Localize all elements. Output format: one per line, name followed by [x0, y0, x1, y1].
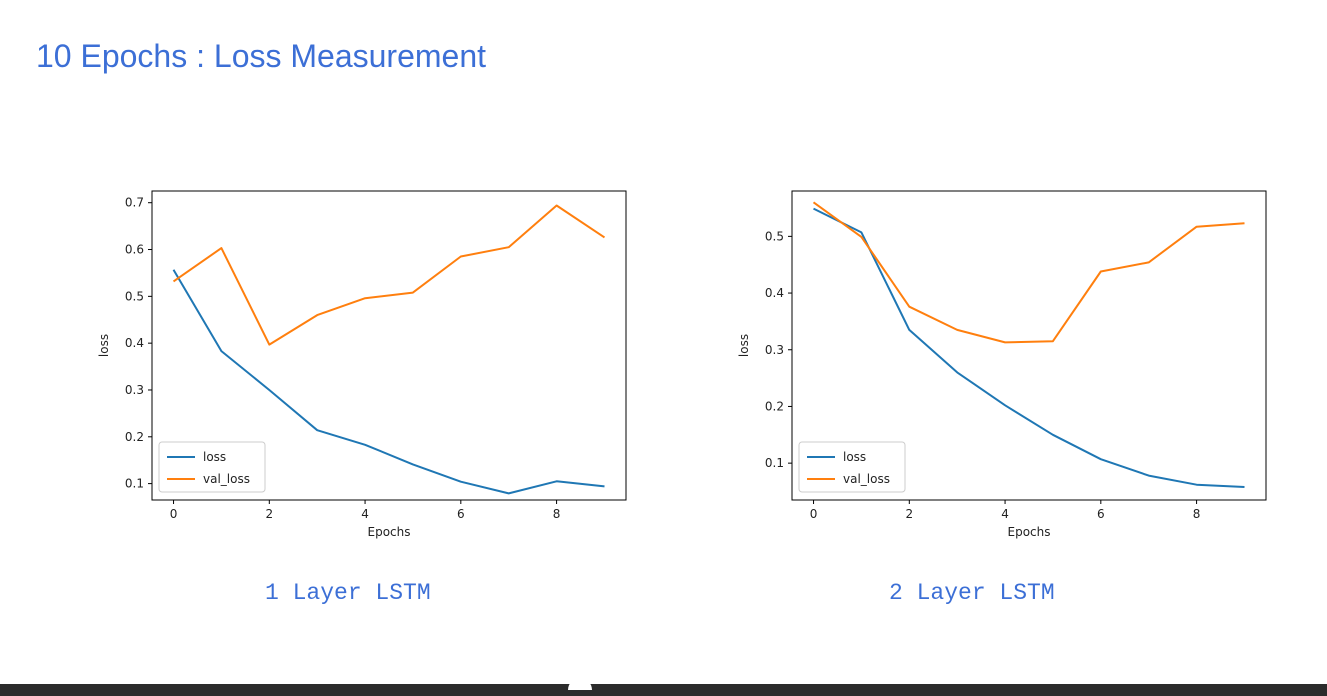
plot-frame	[151, 190, 627, 501]
y-tick-label: 0.1	[765, 456, 784, 470]
y-tick-label: 0.2	[765, 399, 784, 413]
y-tick-label: 0.5	[125, 289, 144, 303]
legend-label-val-loss: val_loss	[843, 472, 890, 486]
bottom-bar-handle	[568, 678, 592, 690]
y-tick-label: 0.3	[125, 383, 144, 397]
x-tick-label: 0	[810, 507, 818, 521]
x-tick-label: 0	[170, 507, 178, 521]
x-axis-label: Epochs	[1008, 525, 1051, 539]
x-tick-label: 6	[457, 507, 465, 521]
plot-frame	[791, 190, 1267, 501]
x-tick-label: 4	[1001, 507, 1009, 521]
y-tick-label: 0.3	[765, 343, 784, 357]
caption-2layer-lstm: 2 Layer LSTM	[889, 580, 1055, 606]
y-tick-label: 0.1	[125, 477, 144, 491]
series-line-val-loss	[172, 204, 606, 346]
legend-label-val-loss: val_loss	[203, 472, 250, 486]
x-tick-label: 2	[905, 507, 913, 521]
legend-label-loss: loss	[843, 450, 866, 464]
y-tick-label: 0.6	[125, 243, 144, 257]
slide-title: 10 Epochs : Loss Measurement	[36, 38, 487, 74]
y-tick-label: 0.4	[765, 286, 784, 300]
x-tick-label: 4	[361, 507, 369, 521]
series-line-val-loss	[812, 201, 1245, 344]
x-tick-label: 6	[1097, 507, 1105, 521]
chart-1layer-lstm: 0 2 4 6 8 0.1 0.2 0.3 0.4 0.5 0.6 0.7 Epochs loss loss…	[97, 190, 627, 539]
y-tick-label: 0.5	[765, 229, 784, 243]
bottom-bar	[0, 678, 1327, 696]
x-axis-label: Epochs	[368, 525, 411, 539]
series-line-loss	[172, 269, 605, 495]
x-tick-label: 2	[265, 507, 273, 521]
chart-2layer-lstm: 0 2 4 6 8 0.1 0.2 0.3 0.4 0.5 Epochs loss loss val_lo…	[737, 190, 1267, 539]
y-tick-label: 0.2	[125, 430, 144, 444]
x-tick-label: 8	[1193, 507, 1201, 521]
y-axis-label: loss	[737, 334, 751, 357]
caption-1layer-lstm: 1 Layer LSTM	[265, 580, 431, 606]
y-tick-label: 0.7	[125, 196, 144, 210]
legend-label-loss: loss	[203, 450, 226, 464]
y-tick-label: 0.4	[125, 336, 144, 350]
series-line-loss	[813, 207, 1245, 488]
x-tick-label: 8	[553, 507, 561, 521]
y-axis-label: loss	[97, 334, 111, 357]
